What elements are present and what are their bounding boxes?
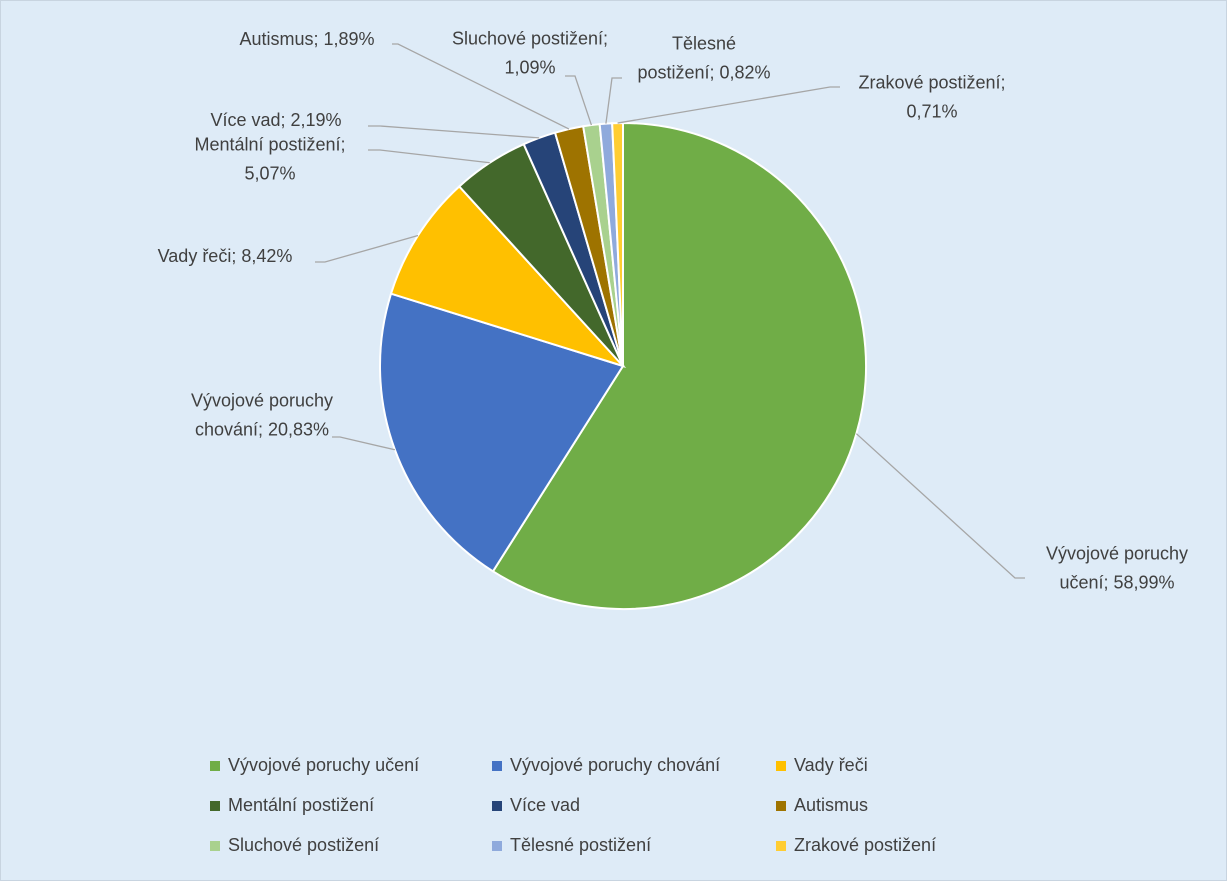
data-label: Autismus; 1,89% bbox=[239, 29, 374, 49]
data-label: Mentální postižení; 5,07% bbox=[194, 134, 345, 183]
legend-swatch bbox=[776, 841, 786, 851]
legend-swatch bbox=[776, 801, 786, 811]
pie-slice bbox=[379, 292, 625, 573]
legend-swatch bbox=[210, 801, 220, 811]
data-label: Vady řeči; 8,42% bbox=[158, 246, 293, 266]
legend-label: Mentální postižení bbox=[228, 795, 374, 815]
legend-swatch bbox=[492, 841, 502, 851]
legend-swatch bbox=[210, 841, 220, 851]
leader-line bbox=[315, 234, 419, 263]
data-label: Sluchové postižení; 1,09% bbox=[452, 28, 608, 77]
legend-label: Více vad bbox=[510, 795, 580, 815]
pie-slice bbox=[611, 121, 624, 367]
legend-label: Sluchové postižení bbox=[228, 835, 379, 855]
legend-swatch bbox=[492, 761, 502, 771]
legend-label: Autismus bbox=[794, 795, 868, 815]
leader-line bbox=[332, 436, 396, 451]
leader-line bbox=[855, 433, 1025, 579]
legend-label: Vývojové poruchy učení bbox=[228, 755, 419, 775]
legend-label: Vývojové poruchy chování bbox=[510, 755, 720, 775]
leader-line bbox=[368, 149, 490, 164]
leader-line bbox=[392, 43, 570, 130]
leader-line bbox=[617, 86, 840, 124]
data-label: Více vad; 2,19% bbox=[210, 110, 341, 130]
legend-swatch bbox=[492, 801, 502, 811]
data-label: Zrakové postižení; 0,71% bbox=[858, 72, 1005, 121]
data-label: Vývojové poruchy učení; 58,99% bbox=[1046, 543, 1188, 592]
data-label: Tělesné postižení; 0,82% bbox=[637, 33, 770, 82]
legend-label: Tělesné postižení bbox=[510, 835, 651, 855]
pie-slice bbox=[491, 121, 867, 610]
legend-label: Vady řeči bbox=[794, 755, 868, 775]
leader-line bbox=[565, 75, 593, 126]
legend-label: Zrakové postižení bbox=[794, 835, 936, 855]
data-label: Vývojové poruchy chování; 20,83% bbox=[191, 390, 333, 439]
leader-line bbox=[368, 125, 540, 139]
leader-line bbox=[605, 77, 622, 124]
legend-swatch bbox=[210, 761, 220, 771]
legend-swatch bbox=[776, 761, 786, 771]
